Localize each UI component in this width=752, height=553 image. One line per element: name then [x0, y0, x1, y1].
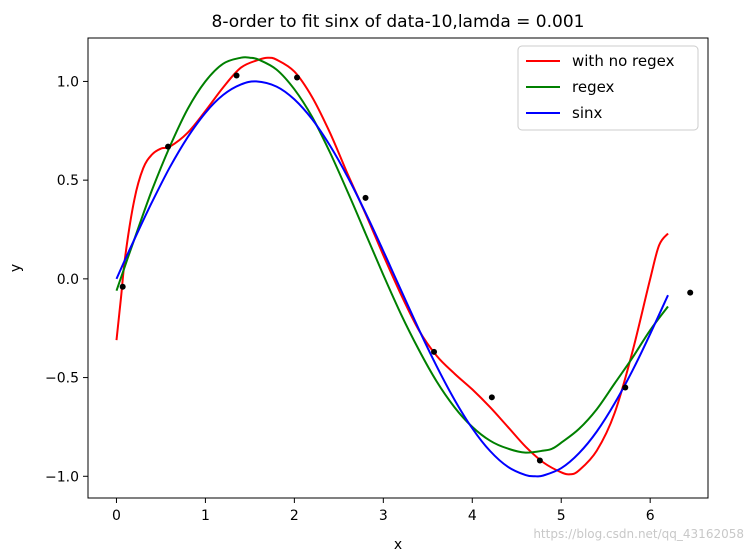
x-axis: 0 1 2 3 4 5 6: [112, 498, 655, 524]
y-axis: −1.0 −0.5 0.0 0.5 1.0: [45, 74, 88, 485]
x-axis-label: x: [394, 537, 402, 553]
data-point: [488, 394, 495, 401]
x-tick-label: 0: [112, 508, 121, 524]
chart-title: 8-order to fit sinx of data-10,lamda = 0…: [212, 12, 585, 32]
legend: with no regex regex sinx: [517, 45, 699, 131]
series-line-sinx: [115, 80, 669, 478]
y-axis-label: y: [8, 264, 24, 272]
data-point: [119, 283, 126, 290]
x-tick-label: 1: [201, 508, 210, 524]
data-point: [233, 72, 240, 79]
data-point: [687, 289, 694, 296]
data-point: [294, 74, 301, 81]
series-layer: [115, 56, 669, 478]
y-tick-label: 0.0: [57, 272, 79, 288]
data-point: [165, 143, 172, 150]
plot-frame: [87, 37, 709, 499]
y-tick-label: 1.0: [57, 74, 79, 90]
scatter-layer: [119, 72, 694, 464]
data-point: [622, 384, 629, 391]
legend-box: [517, 45, 699, 131]
x-tick-label: 6: [646, 508, 655, 524]
data-point: [362, 194, 369, 201]
x-tick-label: 2: [290, 508, 299, 524]
series-line-regex: [115, 56, 669, 454]
legend-label: regex: [572, 78, 615, 96]
y-tick-label: −1.0: [45, 469, 79, 485]
x-tick-label: 4: [468, 508, 477, 524]
data-point: [431, 348, 438, 355]
legend-label: sinx: [572, 104, 602, 122]
y-tick-label: 0.5: [57, 173, 79, 189]
y-tick-label: −0.5: [45, 371, 79, 387]
watermark: https://blog.csdn.net/qq_43162058: [533, 527, 744, 541]
x-tick-label: 3: [379, 508, 388, 524]
legend-label: with no regex: [572, 52, 675, 70]
data-point: [536, 457, 543, 464]
x-tick-label: 5: [557, 508, 566, 524]
